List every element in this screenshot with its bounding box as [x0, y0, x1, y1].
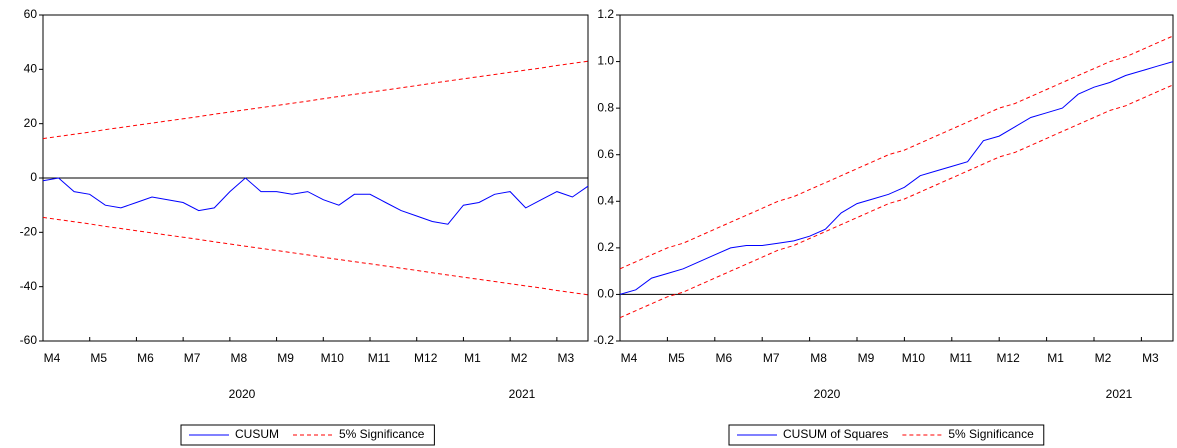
x-tick-label: M1 [464, 351, 481, 365]
x-tick-label: M1 [1047, 351, 1064, 365]
y-tick-label: 0.6 [597, 147, 614, 161]
x-tick-label: M11 [950, 351, 973, 365]
x-tick-label: M4 [44, 351, 61, 365]
series-line [42, 60, 589, 140]
series-line [42, 216, 589, 296]
y-tick-label: 20 [24, 116, 38, 130]
y-tick-label: 0.0 [597, 287, 614, 301]
y-tick-label: -60 [20, 333, 38, 347]
legend-label: CUSUM of Squares [783, 427, 888, 441]
x-tick-label: M11 [368, 351, 391, 365]
y-tick-label: -20 [20, 225, 38, 239]
legend-label: 5% Significance [948, 427, 1034, 441]
x-tick-label: M2 [1095, 351, 1112, 365]
y-tick-label: 0.2 [597, 240, 614, 254]
x-tick-label: M7 [763, 351, 780, 365]
year-label: 2020 [229, 387, 256, 401]
x-tick-label: M4 [621, 351, 638, 365]
x-tick-label: M6 [715, 351, 732, 365]
year-label: 2020 [814, 387, 841, 401]
plot-frame [619, 14, 1174, 342]
x-tick-label: M5 [90, 351, 107, 365]
series-line [619, 35, 1174, 270]
x-tick-label: M3 [1142, 351, 1159, 365]
legend-label: CUSUM [235, 427, 279, 441]
x-tick-label: M9 [277, 351, 294, 365]
legend-label: 5% Significance [339, 427, 425, 441]
y-tick-label: -0.2 [593, 333, 614, 347]
x-tick-label: M10 [902, 351, 926, 365]
x-tick-label: M8 [810, 351, 827, 365]
y-tick-label: 0.8 [597, 100, 614, 114]
series-line [619, 61, 1174, 295]
y-tick-label: 60 [24, 7, 38, 21]
x-tick-label: M12 [997, 351, 1021, 365]
y-tick-label: 1.2 [597, 7, 614, 21]
year-label: 2021 [1106, 387, 1133, 401]
x-tick-label: M2 [511, 351, 528, 365]
x-tick-label: M5 [668, 351, 685, 365]
series-line [42, 177, 589, 225]
x-tick-label: M9 [858, 351, 875, 365]
y-tick-label: -40 [20, 279, 38, 293]
x-tick-label: M3 [558, 351, 575, 365]
series-line [619, 84, 1174, 319]
y-tick-label: 0 [30, 170, 37, 184]
y-tick-label: 40 [24, 62, 38, 76]
x-tick-label: M10 [321, 351, 345, 365]
x-tick-label: M6 [137, 351, 154, 365]
y-tick-label: 1.0 [597, 54, 614, 68]
legend-box [728, 424, 1045, 446]
x-tick-label: M8 [231, 351, 248, 365]
year-label: 2021 [509, 387, 536, 401]
y-tick-label: 0.4 [597, 193, 614, 207]
x-tick-label: M12 [414, 351, 438, 365]
x-tick-label: M7 [184, 351, 201, 365]
